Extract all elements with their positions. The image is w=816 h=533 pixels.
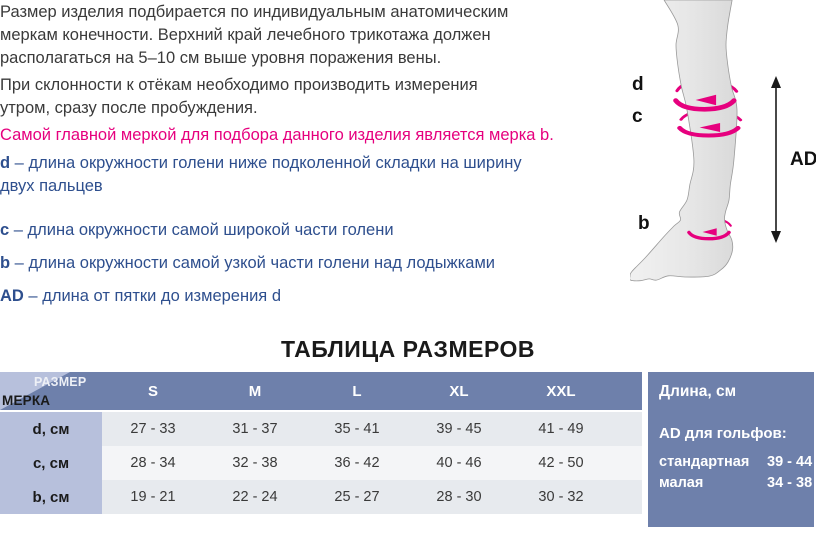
svg-text:c: c	[632, 106, 643, 127]
svg-text:d: d	[632, 74, 644, 95]
svg-text:b: b	[638, 213, 650, 234]
svg-text:AD: AD	[790, 149, 816, 170]
